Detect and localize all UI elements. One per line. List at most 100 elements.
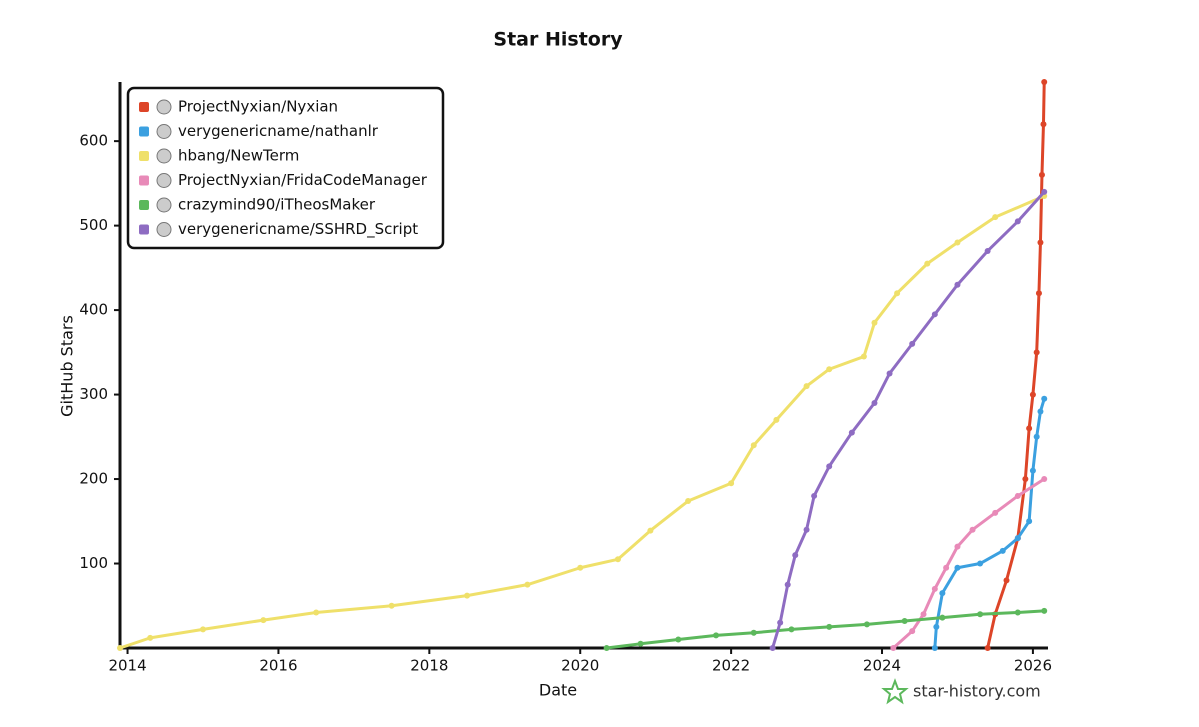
data-point [803, 383, 810, 390]
data-point [777, 619, 784, 626]
legend-box [126, 86, 445, 250]
series-line [771, 190, 1046, 650]
chart-title: Star History [493, 29, 623, 51]
data-point [1014, 218, 1021, 225]
x-tick-label: 2016 [259, 657, 297, 675]
data-point [1033, 349, 1040, 356]
data-point [647, 527, 654, 534]
data-point [792, 552, 799, 559]
data-point [826, 623, 833, 630]
x-tick-label: 2026 [1014, 657, 1052, 675]
data-point [977, 560, 984, 567]
data-point [1029, 391, 1036, 398]
data-point [603, 645, 610, 651]
data-point [637, 640, 644, 647]
data-point [728, 480, 735, 487]
data-point [954, 564, 961, 571]
data-point [1029, 467, 1036, 474]
data-point [931, 645, 938, 651]
data-point [1040, 121, 1047, 128]
legend-avatar [156, 197, 172, 213]
data-point [933, 623, 940, 630]
legend-avatar [156, 99, 172, 115]
x-tick-label: 2018 [410, 657, 448, 675]
data-point [675, 636, 682, 643]
data-point [803, 526, 810, 533]
legend-avatar [156, 222, 172, 237]
legend-avatar [156, 148, 172, 164]
data-point [984, 645, 991, 651]
legend-swatch [139, 175, 149, 186]
y-tick-label: 100 [79, 554, 108, 572]
legend-label: hbang/NewTerm [178, 147, 299, 165]
data-point [199, 626, 206, 633]
data-point [992, 509, 999, 516]
data-point [769, 645, 776, 651]
legend-swatch [139, 200, 149, 210]
data-point [750, 442, 757, 449]
data-point [313, 609, 320, 616]
series-line [891, 477, 1046, 650]
data-point [860, 353, 867, 360]
data-point [954, 543, 961, 550]
data-point [909, 628, 916, 635]
data-point [894, 290, 901, 297]
data-point [614, 556, 621, 563]
data-point [954, 239, 961, 246]
data-point [992, 214, 999, 221]
data-point [1041, 188, 1048, 195]
data-point [1026, 518, 1033, 525]
legend-swatch [139, 102, 149, 112]
data-point [1041, 476, 1048, 483]
data-point [1026, 425, 1033, 432]
y-tick-label: 300 [79, 385, 108, 403]
x-tick-label: 2014 [108, 657, 146, 675]
data-point [773, 416, 780, 423]
legend-swatch [139, 126, 149, 137]
data-point [920, 611, 927, 618]
data-point [871, 319, 878, 326]
data-point [1035, 290, 1042, 297]
legend-avatar [156, 173, 172, 188]
legend-swatch [139, 151, 149, 161]
data-point [1041, 79, 1048, 85]
series-line [933, 397, 1046, 650]
data-point [524, 581, 531, 588]
data-point [577, 564, 584, 571]
data-point [1038, 171, 1045, 178]
data-point [1003, 577, 1010, 584]
y-tick-label: 600 [79, 132, 108, 150]
data-point [939, 590, 946, 597]
legend-label: verygenericname/nathanlr [178, 122, 379, 140]
data-point [1014, 609, 1021, 616]
y-axis-label: GitHub Stars [58, 315, 77, 417]
data-point [871, 400, 878, 407]
data-point [388, 602, 395, 609]
watermark-icon [881, 678, 909, 705]
x-tick-label: 2022 [712, 657, 750, 675]
data-point [1022, 476, 1029, 483]
data-point [969, 526, 976, 533]
data-point [260, 617, 267, 624]
legend-swatch [139, 224, 149, 235]
data-point [1033, 433, 1040, 440]
data-point [984, 247, 991, 254]
watermark: star-history.com [913, 682, 1041, 701]
x-axis-label: Date [539, 681, 577, 700]
data-point [1037, 239, 1044, 246]
legend-label: ProjectNyxian/Nyxian [178, 98, 338, 116]
data-point [1014, 535, 1021, 542]
legend-label: verygenericname/SSHRD_Script [178, 220, 418, 239]
data-point [886, 370, 893, 377]
data-point [924, 260, 931, 267]
data-point [863, 621, 870, 628]
legend-label: crazymind90/iTheosMaker [178, 196, 376, 214]
series-line [986, 80, 1046, 650]
data-point [1014, 492, 1021, 499]
data-point [999, 547, 1006, 554]
series-line [118, 194, 1046, 650]
data-point [1041, 607, 1048, 614]
y-tick-label: 500 [79, 216, 108, 234]
